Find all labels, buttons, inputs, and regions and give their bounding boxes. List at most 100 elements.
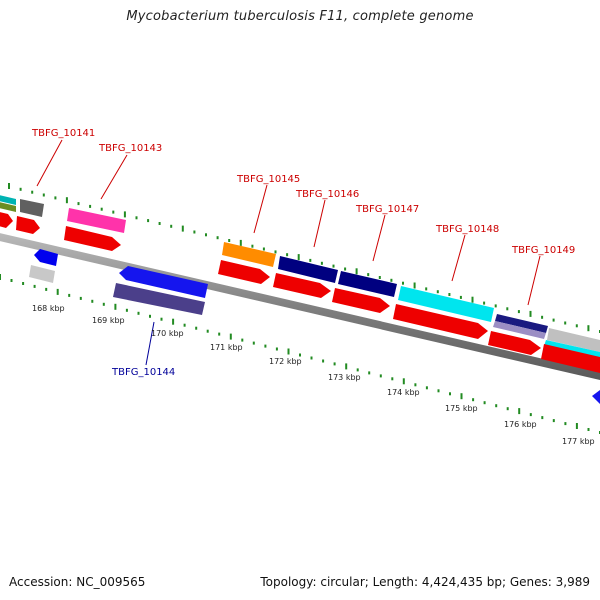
scale-dot: [494, 304, 497, 308]
tick-label: 172 kbp: [269, 357, 302, 366]
cds-arrow[interactable]: [393, 304, 488, 339]
tick-label: 171 kbp: [210, 343, 243, 352]
map-title: Mycobacterium tuberculosis F11, complete…: [126, 9, 474, 24]
scale-major-tick: [0, 274, 1, 280]
gene-feature-blue-small[interactable]: [34, 249, 58, 266]
gene-feature-blue-right[interactable]: [592, 390, 600, 404]
scale-dot: [137, 311, 140, 315]
gene-feature-silver[interactable]: [547, 328, 600, 352]
scale-dot: [89, 204, 92, 208]
forward-strand-track: [0, 194, 600, 358]
scale-dot: [402, 281, 404, 285]
reverse-strand-track: [29, 249, 600, 404]
tick-label: 170 kbp: [151, 329, 184, 338]
gene-feature-navy-2[interactable]: [338, 271, 397, 297]
scale-dot: [472, 398, 475, 402]
cds-arrow[interactable]: [332, 288, 390, 313]
scale-dot: [149, 314, 151, 318]
cds-arrow[interactable]: [218, 260, 270, 284]
scale-dot: [42, 193, 45, 197]
gene-feature-gray[interactable]: [20, 199, 44, 217]
scale-dot: [379, 374, 382, 378]
scale-major-tick: [229, 333, 232, 340]
scale-major-tick: [471, 296, 474, 303]
tick-label: 175 kbp: [445, 404, 478, 413]
scale-dot: [135, 216, 138, 220]
gene-label-TBFG_10145[interactable]: TBFG_10145: [236, 174, 300, 185]
scale-major-tick: [287, 348, 290, 355]
scale-dot: [112, 210, 115, 214]
cds-arrow[interactable]: [64, 226, 121, 251]
scale-dot: [91, 299, 94, 303]
gene-label-TBFG_10146[interactable]: TBFG_10146: [295, 189, 359, 200]
scale-dot: [322, 359, 325, 363]
gene-feature-pink[interactable]: [67, 208, 126, 233]
cds-arrow[interactable]: [541, 344, 600, 373]
gene-feature-navy-1[interactable]: [278, 256, 338, 283]
gene-label-TBFG_10147[interactable]: TBFG_10147: [355, 204, 419, 215]
scale-dot: [33, 284, 36, 288]
gene-label-TBFG_10148[interactable]: TBFG_10148: [435, 224, 499, 235]
scale-dot: [483, 401, 486, 405]
gene-label-TBFG_10144[interactable]: TBFG_10144: [111, 367, 175, 378]
scale-dot: [378, 276, 381, 279]
gene-feature-lightgray[interactable]: [29, 265, 55, 283]
gene-feature-olive[interactable]: [0, 201, 16, 212]
tick-label: 173 kbp: [328, 373, 361, 382]
scale-dot: [160, 317, 163, 321]
scale-dot: [356, 368, 359, 372]
gene-feature-aqua[interactable]: [398, 286, 494, 322]
scale-dot: [437, 389, 440, 393]
scale-dot: [414, 383, 417, 387]
gene-label-TBFG_10141[interactable]: TBFG_10141: [31, 128, 95, 139]
cds-arrow[interactable]: [488, 331, 541, 355]
scale-dot: [367, 273, 370, 277]
gene-feature-slate[interactable]: [113, 283, 205, 315]
gene-label-TBFG_10143[interactable]: TBFG_10143: [98, 143, 162, 154]
topology-label: Topology: circular; Length: 4,424,435 bp…: [260, 575, 590, 589]
scale-dot: [448, 293, 451, 296]
scale-dot: [552, 419, 555, 423]
gene-feature-orange[interactable]: [222, 242, 276, 267]
gene-feature-lilac[interactable]: [493, 321, 546, 339]
label-connectors: [36, 139, 541, 366]
cds-arrow[interactable]: [0, 211, 13, 228]
cds-arrow[interactable]: [16, 216, 40, 234]
scale-major-tick: [172, 318, 175, 325]
scale-dot: [575, 324, 578, 328]
scale-dot: [425, 287, 428, 291]
scale-dot: [251, 244, 254, 248]
scale-dot: [68, 293, 71, 297]
scale-major-tick: [239, 239, 242, 246]
scale-major-tick: [56, 288, 59, 295]
scale-dot: [495, 404, 498, 408]
tick-label: 168 kbp: [32, 304, 65, 313]
scale-dot: [125, 308, 128, 312]
scale-major-tick: [114, 303, 117, 310]
scale-dot: [31, 190, 34, 194]
scale-dot: [206, 329, 209, 333]
tick-label: 169 kbp: [92, 316, 125, 325]
inner-scale-ring: [0, 274, 600, 434]
gene-label-TBFG_10149[interactable]: TBFG_10149: [511, 245, 575, 256]
scale-dot: [309, 258, 312, 262]
gene-feature-cyan[interactable]: [0, 194, 16, 205]
scale-major-tick: [297, 254, 300, 261]
scale-dot: [332, 264, 335, 268]
scale-dot: [10, 279, 13, 282]
gene-feature-cyan-right[interactable]: [544, 340, 600, 358]
gene-feature-blue[interactable]: [119, 266, 208, 298]
scale-major-tick: [460, 393, 463, 400]
scale-dot: [344, 267, 347, 271]
scale-dot: [22, 282, 25, 285]
scale-dot: [517, 310, 520, 314]
tick-label: 176 kbp: [504, 420, 537, 429]
scale-major-tick: [355, 268, 358, 275]
cds-arrow[interactable]: [273, 273, 331, 298]
scale-dot: [193, 230, 196, 234]
scale-dot: [552, 318, 555, 322]
scale-dot: [205, 233, 207, 237]
scale-major-tick: [529, 310, 532, 317]
gene-feature-darkblue-small[interactable]: [495, 314, 548, 333]
